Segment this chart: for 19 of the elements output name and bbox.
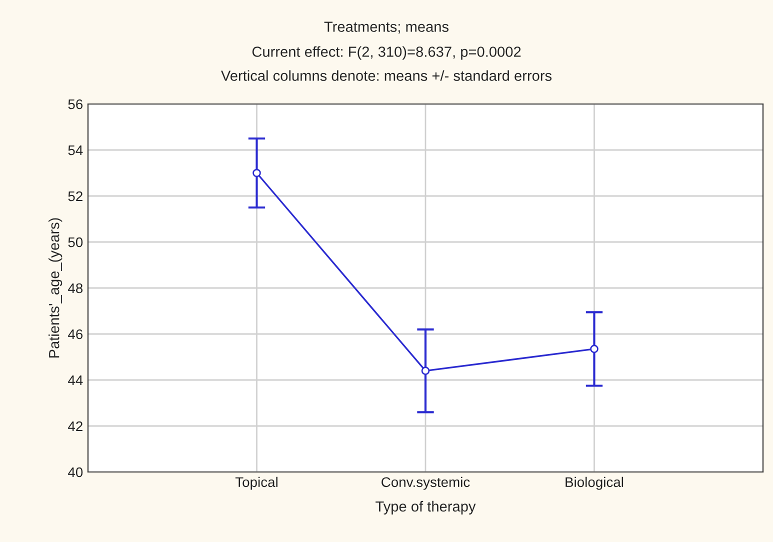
chart-title: Treatments; means: [324, 22, 449, 34]
y-tick-label: 42: [68, 421, 82, 432]
chart-subtitle: Current effect: F(2, 310)=8.637, p=0.0002 Vertical columns denote: means +/- standard errors: [221, 46, 552, 81]
x-axis-title: Type of therapy: [376, 500, 476, 515]
point: [590, 344, 598, 354]
point: [421, 366, 430, 375]
y-tick-label: 46: [68, 329, 83, 340]
y-axis-title: Patients'_age_(years): [48, 218, 62, 358]
y-tick-label: 52: [68, 191, 82, 202]
x-tick-label: Conv.systemic: [382, 476, 470, 490]
y-tick-label: 54: [68, 145, 83, 156]
y-tick-label: 44: [68, 375, 83, 386]
point: [252, 168, 261, 178]
y-tick-label: 48: [68, 283, 83, 294]
y-tick-label: 50: [68, 237, 83, 248]
x-tick-label: Topical: [235, 476, 278, 490]
y-tick-label: 40: [68, 467, 83, 478]
y-tick-label: 56: [68, 99, 83, 110]
x-tick-label: Biological: [566, 476, 624, 490]
